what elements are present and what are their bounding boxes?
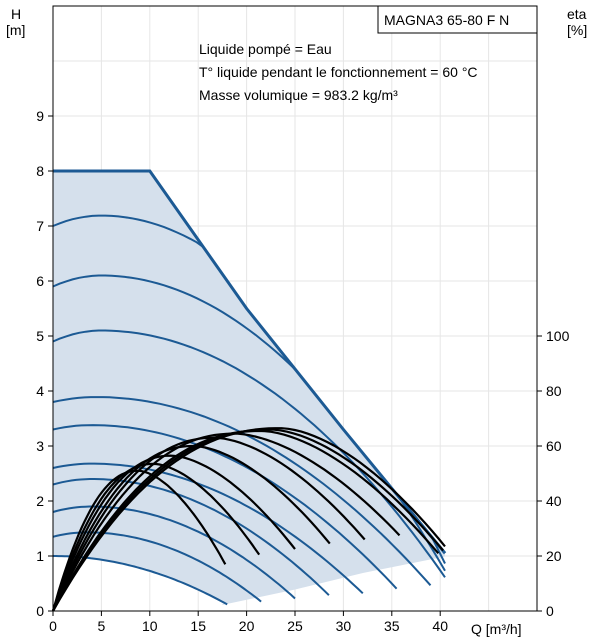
max-speed-curve — [53, 169, 447, 555]
y2-axis-label: eta — [567, 6, 587, 22]
y2-tick-label: 100 — [546, 328, 570, 344]
efficiency-curve-5 — [51, 436, 366, 612]
y2-tick-label: 20 — [546, 548, 562, 564]
y-tick-label: 3 — [36, 438, 44, 454]
x-tick-label: 20 — [239, 618, 255, 634]
efficiency-curve-2 — [51, 462, 261, 612]
y2-tick-label: 0 — [546, 603, 554, 619]
annotation-liquid: Liquide pompé = Eau — [199, 41, 332, 57]
x-axis-label: Q [m³/h] — [471, 621, 522, 637]
y-tick-label: 8 — [36, 163, 44, 179]
envelope-area — [53, 171, 446, 605]
y-tick-label: 1 — [36, 548, 44, 564]
title-box — [377, 5, 538, 34]
efficiency-curves — [51, 427, 446, 612]
y2-tick-label: 60 — [546, 438, 562, 454]
speed-curve-5 — [52, 462, 364, 595]
y-axis-label: H — [11, 6, 21, 22]
x-tick-label: 30 — [336, 618, 352, 634]
x-tick-label: 10 — [142, 618, 158, 634]
speed-curves — [52, 169, 447, 606]
y-tick-label: 6 — [36, 273, 44, 289]
annotation-temperature: T° liquide pendant le fonctionnement = 6… — [199, 64, 478, 80]
y-tick-label: 0 — [36, 603, 44, 619]
tick-labels: 0 5 10 15 20 25 30 35 40 0 1 2 3 4 5 6 7 8 9 0 20 40 60 80 100 — [36, 108, 569, 634]
y-tick-label: 4 — [36, 383, 44, 399]
min-speed-curve — [222, 555, 446, 605]
speed-curve-4 — [52, 478, 330, 596]
x-tick-label: 0 — [49, 618, 57, 634]
x-tick-label: 15 — [190, 618, 206, 634]
efficiency-curve-3 — [51, 454, 296, 612]
x-tick-label: 5 — [98, 618, 106, 634]
operating-envelope — [53, 171, 446, 605]
y-tick-label: 9 — [36, 108, 44, 124]
chart-title: MAGNA3 65-80 F N — [384, 12, 509, 28]
x-tick-label: 40 — [432, 618, 448, 634]
y-tick-label: 7 — [36, 218, 44, 234]
y2-axis-unit: [%] — [567, 22, 587, 38]
y-tick-label: 5 — [36, 328, 44, 344]
x-tick-label: 35 — [384, 618, 400, 634]
y-axis-unit: [m] — [6, 22, 25, 38]
annotation-density: Masse volumique = 983.2 kg/m³ — [199, 87, 398, 103]
speed-curve-6 — [52, 424, 398, 590]
efficiency-curve-9 — [52, 427, 446, 612]
y2-tick-label: 40 — [546, 493, 562, 509]
y-tick-label: 2 — [36, 493, 44, 509]
x-tick-label: 25 — [287, 618, 303, 634]
y2-tick-label: 80 — [546, 383, 562, 399]
speed-curve-1 — [53, 555, 228, 606]
